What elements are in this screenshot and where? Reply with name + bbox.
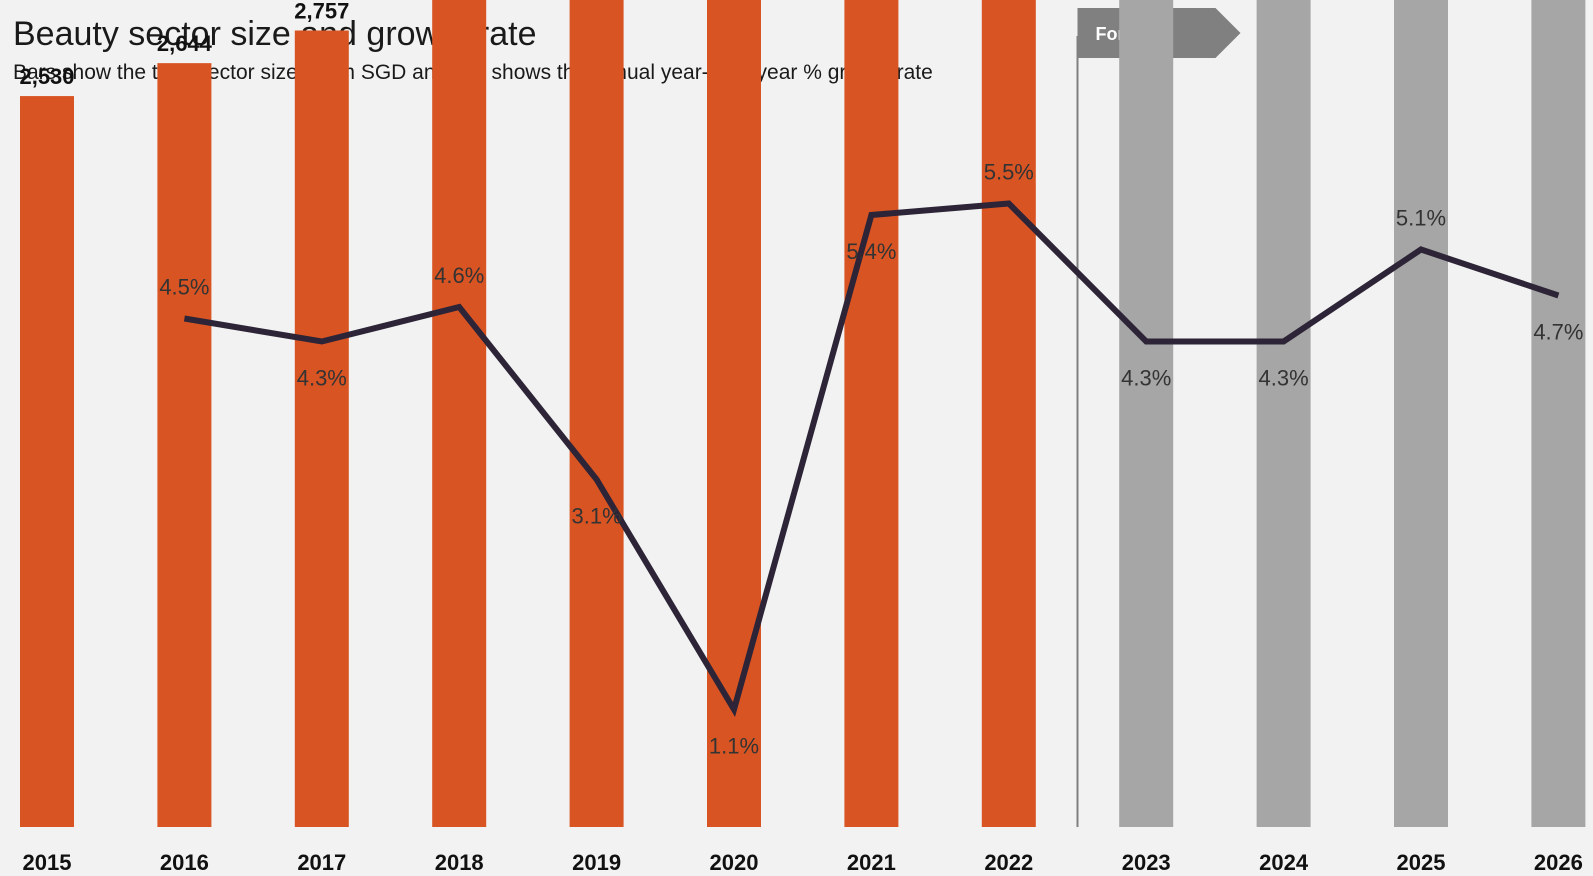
x-tick-label-2024: 2024 (1259, 850, 1309, 875)
bar-2016 (157, 63, 212, 828)
growth-label-2024: 4.3% (1259, 366, 1309, 391)
x-tick-label-2021: 2021 (847, 850, 896, 875)
labels: 2,53020152,64420162,75720172,88320182,97… (19, 0, 1583, 875)
x-tick-label-2018: 2018 (435, 850, 484, 875)
bar-2015 (20, 96, 74, 827)
x-tick-label-2025: 2025 (1397, 850, 1446, 875)
bar-2025 (1394, 0, 1448, 827)
growth-label-2025: 5.1% (1396, 206, 1446, 231)
bar-2023 (1119, 0, 1174, 828)
growth-label-2023: 4.3% (1121, 366, 1171, 391)
growth-label-2020: 1.1% (709, 734, 759, 759)
x-tick-label-2019: 2019 (572, 850, 621, 875)
growth-label-2022: 5.5% (984, 160, 1034, 185)
bar-2019 (569, 0, 624, 828)
x-tick-label-2017: 2017 (297, 850, 346, 875)
bars (20, 0, 1586, 828)
x-tick-label-2026: 2026 (1534, 850, 1583, 875)
growth-label-2017: 4.3% (297, 366, 347, 391)
growth-label-2018: 4.6% (434, 263, 484, 288)
bar-2024 (1256, 0, 1311, 827)
growth-label-2019: 3.1% (572, 504, 622, 529)
bar-2026 (1531, 0, 1586, 828)
x-tick-label-2020: 2020 (710, 850, 759, 875)
bar-value-label-2017: 2,757 (294, 0, 349, 24)
bar-2022 (981, 0, 1036, 827)
x-tick-label-2016: 2016 (160, 850, 209, 875)
growth-label-2026: 4.7% (1533, 320, 1583, 345)
bar-value-label-2015: 2,530 (19, 64, 74, 89)
x-tick-label-2022: 2022 (984, 850, 1033, 875)
bar-value-label-2016: 2,644 (157, 31, 213, 56)
x-tick-label-2015: 2015 (23, 850, 72, 875)
x-tick-label-2023: 2023 (1122, 850, 1171, 875)
growth-label-2016: 4.5% (159, 275, 209, 300)
bar-2020 (707, 0, 761, 828)
bar-2017 (294, 30, 349, 828)
bar-2021 (844, 0, 899, 828)
growth-line (183, 200, 1560, 718)
growth-label-2021: 5.4% (846, 239, 896, 264)
growth-line-group (183, 200, 1560, 718)
bar-2018 (432, 0, 487, 827)
